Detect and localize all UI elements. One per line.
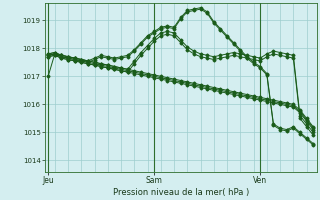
X-axis label: Pression niveau de la mer( hPa ): Pression niveau de la mer( hPa ) (113, 188, 249, 197)
